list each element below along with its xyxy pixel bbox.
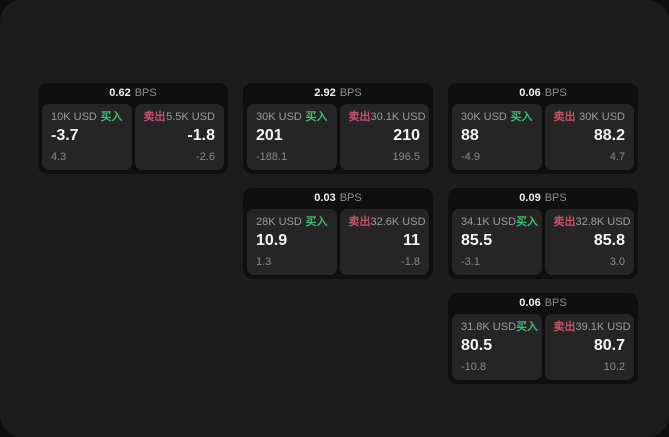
sell-quote-button[interactable]: 卖出 30.1K USD 210 196.5 xyxy=(339,104,429,170)
sell-change-value: -1.8 xyxy=(401,256,420,268)
bps-value: 0.09 xyxy=(519,192,541,204)
quote-panels: 34.1K USD 买入 85.5 -3.1 卖出 32.8K USD 85.8… xyxy=(452,209,634,275)
buy-quote-button[interactable]: 30K USD 买入 88 -4.9 xyxy=(452,104,542,170)
buy-size-label: 31.8K USD xyxy=(461,321,517,333)
bps-unit-label: BPS xyxy=(544,192,567,204)
buy-side-label: 买入 xyxy=(305,216,328,228)
sell-change-value: 4.7 xyxy=(609,151,625,163)
sell-change-value: -2.6 xyxy=(196,151,215,163)
buy-quote-button[interactable]: 28K USD 买入 10.9 1.3 xyxy=(247,209,337,275)
buy-change-value: -188.1 xyxy=(256,151,288,163)
bps-value: 0.62 xyxy=(109,87,131,99)
sell-price-value: -1.8 xyxy=(187,127,215,144)
bps-value: 0.06 xyxy=(519,87,541,99)
sell-quote-button[interactable]: 卖出 39.1K USD 80.7 10.2 xyxy=(544,314,634,380)
sell-side-label: 卖出 xyxy=(348,216,371,228)
sell-size-label: 30K USD xyxy=(579,111,625,123)
buy-size-label: 30K USD xyxy=(256,111,302,123)
card-bps-header: 0.03 BPS xyxy=(247,188,429,209)
quote-panels: 30K USD 买入 201 -188.1 卖出 30.1K USD 210 1… xyxy=(247,104,429,170)
bps-unit-label: BPS xyxy=(544,87,567,99)
buy-side-label: 买入 xyxy=(516,321,539,333)
sell-size-label: 30.1K USD xyxy=(370,111,426,123)
quote-card: 2.92 BPS 30K USD 买入 201 -188.1 卖出 30.1K … xyxy=(243,83,433,174)
card-bps-header: 0.06 BPS xyxy=(452,83,634,104)
sell-quote-button[interactable]: 卖出 30K USD 88.2 4.7 xyxy=(544,104,634,170)
quote-card: 0.03 BPS 28K USD 买入 10.9 1.3 卖出 32.6K US… xyxy=(243,188,433,279)
quote-card: 0.06 BPS 30K USD 买入 88 -4.9 卖出 30K USD xyxy=(448,83,638,174)
sell-change-value: 196.5 xyxy=(392,151,420,163)
buy-side-label: 买入 xyxy=(516,216,539,228)
bps-unit-label: BPS xyxy=(339,192,362,204)
sell-side-label: 卖出 xyxy=(553,216,576,228)
buy-change-value: 4.3 xyxy=(51,151,67,163)
card-bps-header: 0.09 BPS xyxy=(452,188,634,209)
quote-cards-grid: 0.62 BPS 10K USD 买入 -3.7 4.3 卖出 5.5K USD xyxy=(38,83,638,384)
bps-unit-label: BPS xyxy=(339,87,362,99)
buy-size-label: 10K USD xyxy=(51,111,97,123)
sell-quote-button[interactable]: 卖出 32.8K USD 85.8 3.0 xyxy=(544,209,634,275)
sell-price-value: 210 xyxy=(393,127,420,144)
buy-price-value: 85.5 xyxy=(461,232,493,249)
quote-card: 0.62 BPS 10K USD 买入 -3.7 4.3 卖出 5.5K USD xyxy=(38,83,228,174)
buy-price-value: 80.5 xyxy=(461,337,493,354)
buy-change-value: -4.9 xyxy=(461,151,480,163)
sell-quote-button[interactable]: 卖出 32.6K USD 11 -1.8 xyxy=(339,209,429,275)
sell-size-label: 5.5K USD xyxy=(166,111,215,123)
sell-size-label: 32.6K USD xyxy=(370,216,426,228)
buy-price-value: 10.9 xyxy=(256,232,288,249)
sell-side-label: 卖出 xyxy=(553,321,576,333)
buy-change-value: -3.1 xyxy=(461,256,480,268)
buy-change-value: -10.8 xyxy=(461,361,487,373)
buy-quote-button[interactable]: 31.8K USD 买入 80.5 -10.8 xyxy=(452,314,542,380)
sell-price-value: 80.7 xyxy=(593,337,625,354)
buy-price-value: -3.7 xyxy=(51,127,79,144)
buy-quote-button[interactable]: 34.1K USD 买入 85.5 -3.1 xyxy=(452,209,542,275)
sell-quote-button[interactable]: 卖出 5.5K USD -1.8 -2.6 xyxy=(134,104,224,170)
quote-card: 0.09 BPS 34.1K USD 买入 85.5 -3.1 卖出 32.8K… xyxy=(448,188,638,279)
card-bps-header: 2.92 BPS xyxy=(247,83,429,104)
sell-side-label: 卖出 xyxy=(553,111,576,123)
bps-unit-label: BPS xyxy=(134,87,157,99)
bps-value: 0.06 xyxy=(519,297,541,309)
buy-quote-button[interactable]: 10K USD 买入 -3.7 4.3 xyxy=(42,104,132,170)
buy-quote-button[interactable]: 30K USD 买入 201 -188.1 xyxy=(247,104,337,170)
quote-panels: 10K USD 买入 -3.7 4.3 卖出 5.5K USD -1.8 -2.… xyxy=(42,104,224,170)
buy-size-label: 30K USD xyxy=(461,111,507,123)
sell-size-label: 32.8K USD xyxy=(575,216,631,228)
sell-side-label: 卖出 xyxy=(348,111,371,123)
buy-change-value: 1.3 xyxy=(256,256,272,268)
sell-price-value: 85.8 xyxy=(593,232,625,249)
card-bps-header: 0.62 BPS xyxy=(42,83,224,104)
bps-value: 2.92 xyxy=(314,87,336,99)
buy-side-label: 买入 xyxy=(305,111,328,123)
bps-unit-label: BPS xyxy=(544,297,567,309)
quote-panels: 28K USD 买入 10.9 1.3 卖出 32.6K USD 11 -1.8 xyxy=(247,209,429,275)
buy-side-label: 买入 xyxy=(510,111,533,123)
bps-value: 0.03 xyxy=(314,192,336,204)
sell-change-value: 3.0 xyxy=(609,256,625,268)
sell-size-label: 39.1K USD xyxy=(575,321,631,333)
buy-price-value: 88 xyxy=(461,127,479,144)
quote-card: 0.06 BPS 31.8K USD 买入 80.5 -10.8 卖出 39.1… xyxy=(448,293,638,384)
sell-price-value: 88.2 xyxy=(593,127,625,144)
buy-side-label: 买入 xyxy=(100,111,123,123)
quote-panels: 30K USD 买入 88 -4.9 卖出 30K USD 88.2 4.7 xyxy=(452,104,634,170)
sell-change-value: 10.2 xyxy=(603,361,625,373)
sell-side-label: 卖出 xyxy=(143,111,166,123)
buy-size-label: 34.1K USD xyxy=(461,216,517,228)
buy-size-label: 28K USD xyxy=(256,216,302,228)
buy-price-value: 201 xyxy=(256,127,283,144)
card-bps-header: 0.06 BPS xyxy=(452,293,634,314)
quote-panels: 31.8K USD 买入 80.5 -10.8 卖出 39.1K USD 80.… xyxy=(452,314,634,380)
sell-price-value: 11 xyxy=(403,232,420,249)
